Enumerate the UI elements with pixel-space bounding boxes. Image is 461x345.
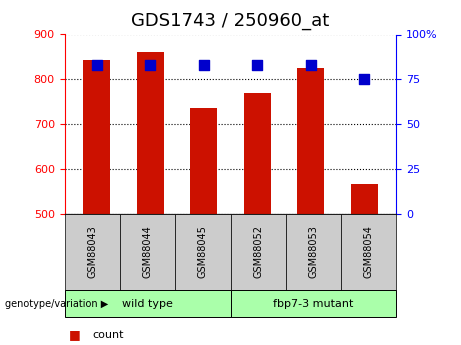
Text: wild type: wild type xyxy=(122,299,173,308)
Text: GSM88053: GSM88053 xyxy=(308,225,319,278)
Bar xyxy=(297,68,324,214)
Point xyxy=(361,77,368,82)
Title: GDS1743 / 250960_at: GDS1743 / 250960_at xyxy=(131,12,330,30)
Text: GSM88054: GSM88054 xyxy=(364,225,374,278)
Point xyxy=(254,62,261,68)
Text: genotype/variation ▶: genotype/variation ▶ xyxy=(5,299,108,308)
Bar xyxy=(351,184,378,214)
Point xyxy=(200,62,207,68)
Text: ■: ■ xyxy=(69,328,81,341)
Text: GSM88044: GSM88044 xyxy=(142,226,153,278)
Bar xyxy=(244,93,271,214)
Bar xyxy=(190,108,217,214)
Text: GSM88052: GSM88052 xyxy=(253,225,263,278)
Bar xyxy=(137,51,164,214)
Text: count: count xyxy=(92,330,124,339)
Bar xyxy=(83,60,110,214)
Point xyxy=(307,62,314,68)
Point xyxy=(147,62,154,68)
Text: GSM88045: GSM88045 xyxy=(198,225,208,278)
Point xyxy=(93,62,100,68)
Text: GSM88043: GSM88043 xyxy=(87,226,97,278)
Text: fbp7-3 mutant: fbp7-3 mutant xyxy=(273,299,354,308)
